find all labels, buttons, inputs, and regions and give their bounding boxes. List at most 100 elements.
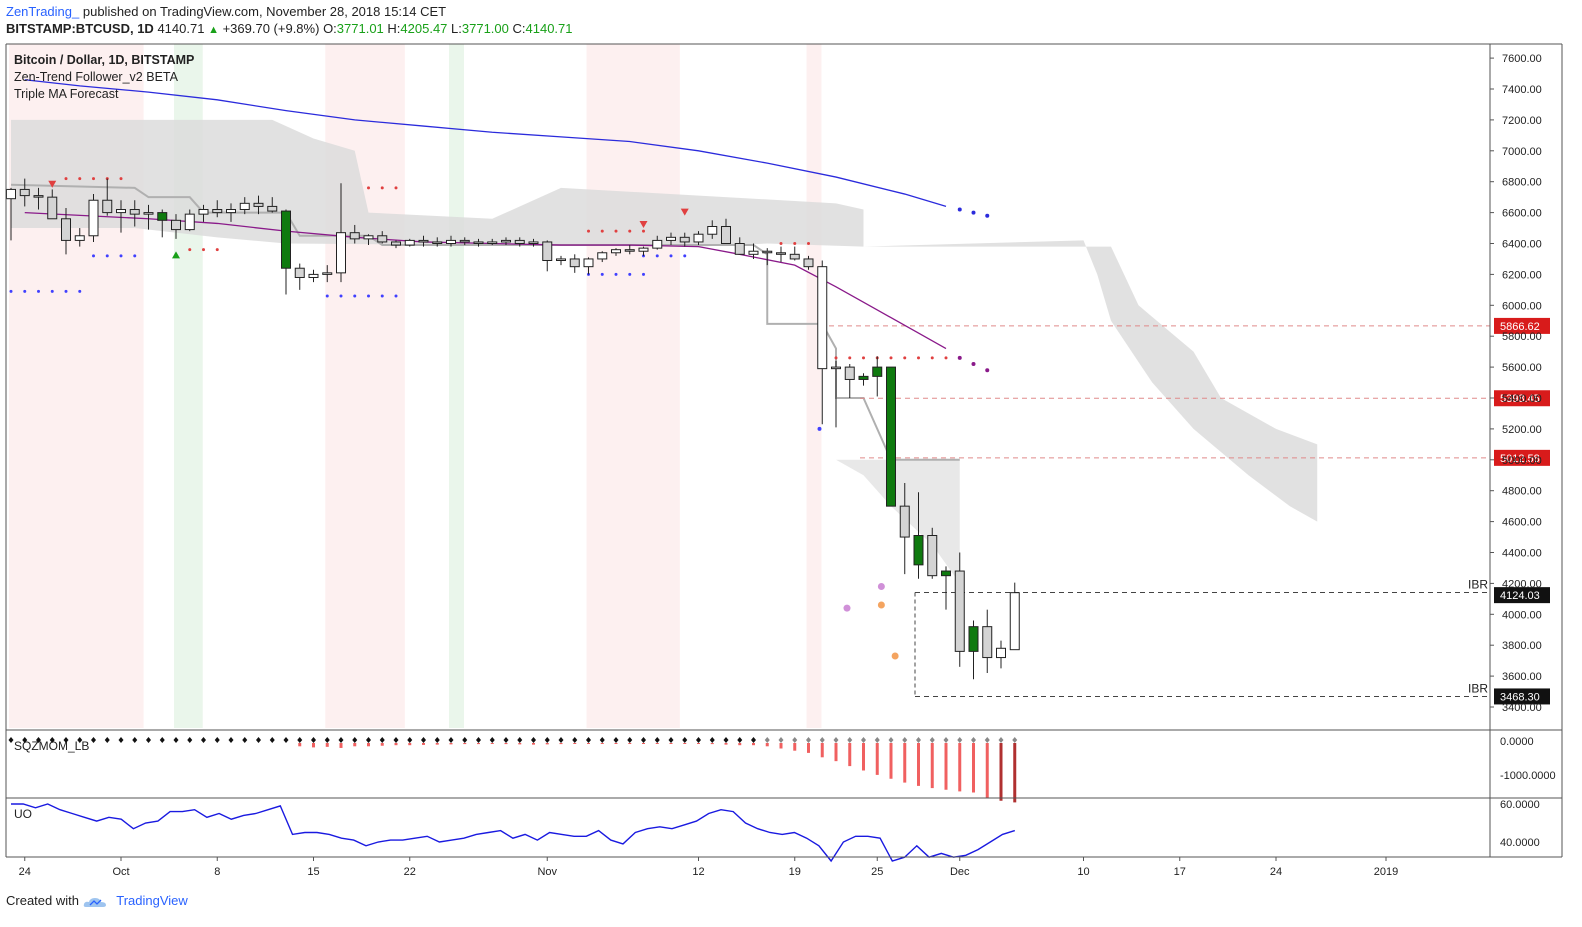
squeeze-marker [723,737,729,743]
squeeze-marker [847,737,853,743]
support-dot [669,254,673,258]
ma-mid-line [24,211,947,350]
squeeze-marker [63,737,69,743]
momentum-bar [353,743,357,747]
red-band [586,44,680,728]
candle-body [913,535,924,566]
squeeze-marker [709,737,715,743]
time-tick-label: 24 [1270,866,1282,878]
squeeze-marker [269,737,275,743]
time-tick-label: Oct [112,866,129,878]
squeeze-marker [613,737,619,743]
publish-header: ZenTrading_ published on TradingView.com… [6,4,446,19]
momentum-bar [793,743,797,751]
time-tick-label: 10 [1077,866,1089,878]
support-dot [9,289,13,293]
ohlc-header: BITSTAMP:BTCUSD, 1D 4140.71 ▲ +369.70 (+… [6,21,573,36]
up-arrow-icon: ▲ [208,24,219,36]
candle-body [88,199,99,237]
candle-body [432,241,443,245]
price-tick-label: 7000.00 [1502,146,1542,158]
squeeze-marker [36,737,41,743]
momentum-bar [820,743,824,758]
support-dot [614,272,618,276]
candle-body [129,209,140,215]
price-tick-label: 5000.00 [1502,455,1542,467]
open-value: 3771.01 [336,21,384,36]
level-label: 4124.03 [1500,590,1540,602]
squeeze-marker [104,737,110,743]
candle-body [239,202,250,211]
momentum-bar [999,743,1003,801]
resistance-dot [642,229,645,233]
candle-body [542,241,553,261]
squeeze-marker [751,737,756,743]
momentum-bar [559,743,563,745]
candle-body [143,212,154,215]
support-dot [380,294,384,298]
ma-mid-forecast-dot [957,355,962,360]
momentum-bar [848,743,852,767]
time-tick-label: 17 [1174,866,1186,878]
momentum-bar [724,743,728,745]
squeeze-marker [476,737,481,743]
price-tick-label: 7600.00 [1502,53,1542,65]
resistance-dot [848,356,852,360]
price-tick-label: 5400.00 [1502,393,1542,405]
squeeze-marker [462,737,468,743]
resistance-dot [834,356,838,360]
momentum-bar [738,743,742,746]
candle-body [528,241,539,245]
candle-body [693,233,704,243]
candle-body [212,209,223,214]
candle-body [927,535,938,577]
resistance-dot [614,229,618,233]
legend-indicator-ma[interactable]: Triple MA Forecast [14,87,119,101]
momentum-bar [422,743,425,745]
support-dot [133,254,137,258]
legend-main-series[interactable]: Bitcoin / Dollar, 1D, BITSTAMP [14,53,195,67]
squeeze-marker [338,737,344,743]
price-tick-label: 4200.00 [1502,578,1542,590]
squeeze-marker [544,737,550,743]
momentum-bar [380,743,384,746]
candle-body [776,252,786,255]
price-tick-label: 6200.00 [1502,269,1542,281]
candle-body [734,243,745,255]
time-tick-label: 12 [692,866,704,878]
momentum-bar [669,743,673,744]
author-link[interactable]: ZenTrading_ [6,4,80,19]
resistance-dot [917,356,920,360]
open-label: O: [323,21,337,36]
sqz-axis-label: 0.0000 [1500,736,1534,748]
squeeze-marker [49,737,55,743]
price-tick-label: 5200.00 [1502,424,1542,436]
momentum-bar [587,743,590,744]
candle-body [941,570,951,577]
candle-body [954,570,965,652]
candle-body [308,273,319,278]
momentum-bar [298,743,302,747]
price-tick-label: 6400.00 [1502,239,1542,251]
squeeze-marker [971,737,976,743]
level-label-bg [1494,317,1550,334]
candle-body [872,366,883,377]
resistance-dot [793,242,797,245]
candle-body [899,505,910,538]
candle-body [253,202,264,207]
candle-body [1009,592,1020,651]
momentum-bar [477,743,480,745]
time-tick-label: 19 [789,866,801,878]
squeeze-marker [874,737,880,743]
candle-body [391,241,401,246]
ma-mid-forecast-dot [971,362,976,367]
tradingview-cloud-icon [83,897,106,907]
tradingview-link[interactable]: TradingView [116,893,188,908]
level-label-bg [1494,449,1550,466]
momentum-bar [683,743,687,744]
legend-indicator-trend[interactable]: Zen-Trend Follower_v2 BETA [14,70,178,84]
ma-slow-forecast-dot [957,207,962,212]
price-tick-label: 4400.00 [1502,548,1542,560]
signal-dot [891,652,899,660]
